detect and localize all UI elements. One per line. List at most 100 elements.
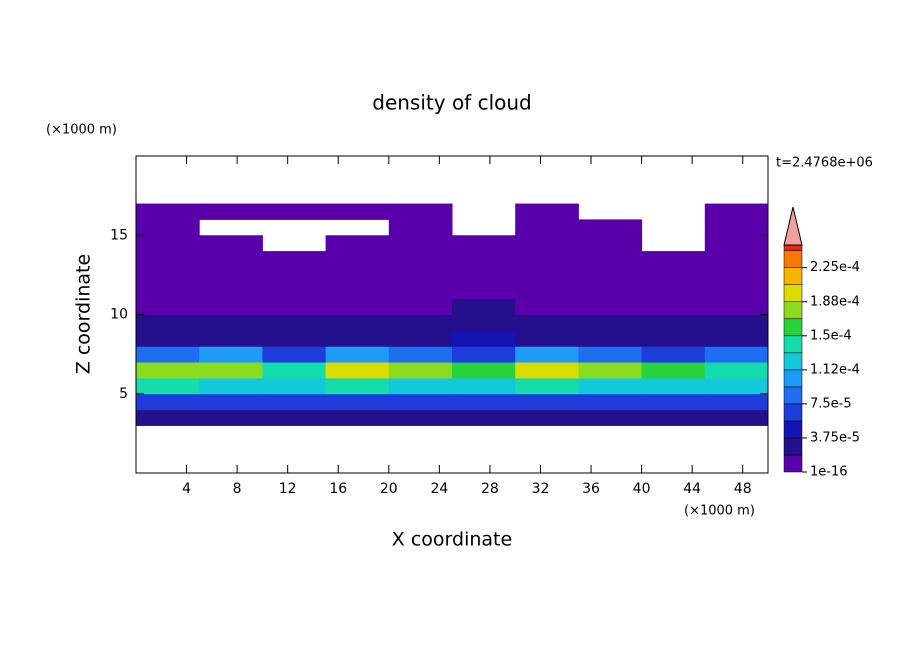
contour-cell: [199, 346, 263, 363]
contour-cell: [452, 282, 516, 300]
contour-cell: [515, 251, 579, 268]
contour-cell: [704, 235, 769, 252]
contour-cell: [578, 314, 643, 331]
contour-cell: [262, 251, 327, 268]
contour-cell: [704, 377, 769, 395]
contour-cell: [136, 282, 200, 300]
y-tick-label: 5: [119, 386, 128, 402]
contour-cell: [641, 409, 706, 426]
contour-cell: [325, 409, 390, 426]
x-tick-label: 20: [380, 481, 398, 497]
contour-cell: [641, 362, 706, 379]
contour-cell: [199, 330, 263, 347]
contour-cell: [704, 362, 769, 379]
contour-cell: [515, 282, 579, 300]
contour-cell: [704, 314, 769, 331]
y-unit: (×1000 m): [46, 123, 117, 138]
contour-cell: [325, 314, 390, 331]
contour-cell: [388, 314, 453, 331]
contour-cell: [388, 377, 453, 395]
colorbar-band: [783, 403, 803, 422]
contour-cell: [199, 409, 263, 426]
contour-cell: [325, 203, 390, 220]
contour-cell: [325, 377, 390, 395]
contour-cell: [136, 203, 200, 220]
contour-cell: [199, 298, 263, 315]
contour-cell: [515, 346, 579, 363]
contour-cell: [136, 377, 200, 395]
contour-cell: [578, 362, 643, 379]
contour-cell: [515, 314, 579, 331]
contour-cell: [199, 393, 263, 411]
contour-cell: [515, 219, 579, 236]
contour-cell: [199, 251, 263, 268]
contour-cell: [704, 282, 769, 300]
contour-cell: [262, 346, 327, 363]
contour-cell: [704, 393, 769, 411]
x-tick-label: 44: [683, 481, 701, 497]
contour-cell: [452, 377, 516, 395]
contour-cell: [578, 282, 643, 300]
contour-cell: [641, 393, 706, 411]
contour-cell: [262, 409, 327, 426]
contour-cell: [136, 330, 200, 347]
colorbar-band: [783, 420, 803, 439]
contour-cell: [578, 298, 643, 315]
colorbar-band: [783, 369, 803, 388]
contour-cell: [388, 362, 453, 379]
contour-cell: [578, 377, 643, 395]
colorbar-band: [783, 250, 803, 268]
contour-cell: [452, 314, 516, 331]
x-tick-label: 16: [329, 481, 347, 497]
contour-cell: [641, 266, 706, 284]
contour-cell: [136, 409, 200, 426]
contour-cell: [136, 362, 200, 379]
contour-cell: [452, 298, 516, 315]
contour-cell: [452, 235, 516, 252]
x-tick-label: 36: [582, 481, 600, 497]
contour-cell: [388, 266, 453, 284]
contour-cell: [515, 266, 579, 284]
x-tick-label: 40: [633, 481, 651, 497]
contour-cell: [388, 330, 453, 347]
contour-cell: [136, 219, 200, 236]
contour-cell: [388, 346, 453, 363]
x-tick-label: 48: [734, 481, 752, 497]
colorbar-tick-label: 1e-16: [810, 465, 848, 480]
contour-cell: [199, 362, 263, 379]
contour-cell: [325, 330, 390, 347]
contour-cell: [262, 266, 327, 284]
colorbar-band: [783, 318, 803, 337]
contour-cell: [325, 282, 390, 300]
contour-cell: [325, 266, 390, 284]
x-tick-label: 8: [233, 481, 242, 497]
contour-cell: [262, 377, 327, 395]
contour-cell: [452, 393, 516, 411]
y-axis-label: Z coordinate: [73, 254, 95, 374]
contour-cell: [641, 314, 706, 331]
contour-cell: [578, 219, 643, 236]
contour-cell: [452, 409, 516, 426]
contour-cell: [199, 282, 263, 300]
contour-cell: [452, 362, 516, 379]
contour-cell: [199, 235, 263, 252]
colorbar-tick-label: 2.25e-4: [810, 260, 860, 275]
contour-cell: [388, 393, 453, 411]
x-tick-label: 32: [532, 481, 550, 497]
contour-cell: [515, 330, 579, 347]
contour-cell: [641, 298, 706, 315]
x-tick-label: 24: [430, 481, 448, 497]
contour-cell: [578, 251, 643, 268]
contour-cell: [262, 314, 327, 331]
contour-cell: [704, 219, 769, 236]
colorbar-tick-label: 1.5e-4: [810, 328, 852, 343]
contour-cell: [262, 393, 327, 411]
colorbar-band: [783, 244, 803, 251]
colorbar-band: [783, 267, 803, 285]
colorbar-band: [783, 386, 803, 405]
contour-cell: [136, 251, 200, 268]
contour-cell: [388, 282, 453, 300]
contour-cell: [325, 362, 390, 379]
contour-cell: [452, 251, 516, 268]
